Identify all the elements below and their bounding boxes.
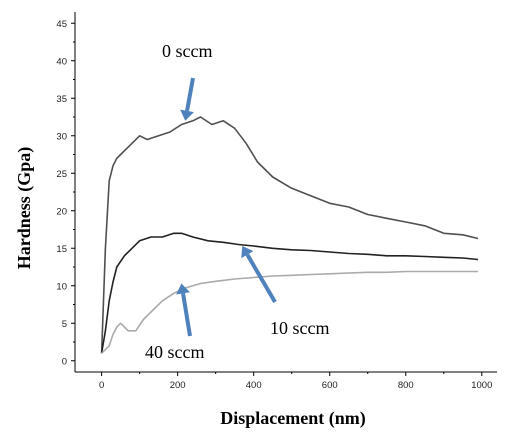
series-line-2: [101, 270, 478, 354]
annotation-arrow-shaft: [181, 293, 192, 337]
y-tick-label: 10: [56, 281, 67, 292]
x-tick-label: 400: [246, 380, 262, 391]
x-tick-label: 200: [170, 380, 186, 391]
y-tick-label: 0: [62, 356, 67, 367]
annotation-40-sccm: 40 sccm: [145, 342, 204, 362]
x-axis-title: Displacement (nm): [220, 408, 365, 429]
y-tick-label: 40: [56, 56, 67, 67]
y-axis-title: Hardness (Gpa): [14, 147, 35, 270]
annotation-arrow-head: [176, 283, 190, 295]
annotation-0-sccm: 0 sccm: [162, 41, 212, 61]
series-line-0: [100, 116, 479, 354]
annotation-arrow-head: [180, 109, 194, 121]
annotation-arrow-head: [241, 246, 254, 259]
y-tick-label: 45: [56, 19, 67, 30]
y-tick-label: 20: [56, 206, 67, 217]
ticks: 0 5 10 15 20 25 30 35 40 45 0 200 400 600 800 1000: [56, 19, 492, 391]
y-tick-label: 5: [62, 319, 67, 330]
series-line-1: [100, 232, 479, 354]
x-tick-label: 1000: [471, 380, 492, 391]
x-tick-label: 600: [322, 380, 338, 391]
annotation-arrows: [176, 77, 277, 337]
y-tick-label: 15: [56, 244, 67, 255]
series-group: [100, 116, 479, 354]
x-tick-label: 0: [99, 380, 104, 391]
annotation-arrow-shaft: [185, 77, 195, 112]
annotation-10-sccm: 10 sccm: [270, 318, 329, 338]
y-tick-label: 25: [56, 169, 67, 180]
y-tick-label: 30: [56, 131, 67, 142]
y-tick-label: 35: [56, 94, 67, 105]
labels: Displacement (nm) Hardness (Gpa) 0 sccm …: [14, 41, 366, 429]
annotation-arrow-shaft: [245, 253, 277, 304]
x-tick-label: 800: [398, 380, 414, 391]
